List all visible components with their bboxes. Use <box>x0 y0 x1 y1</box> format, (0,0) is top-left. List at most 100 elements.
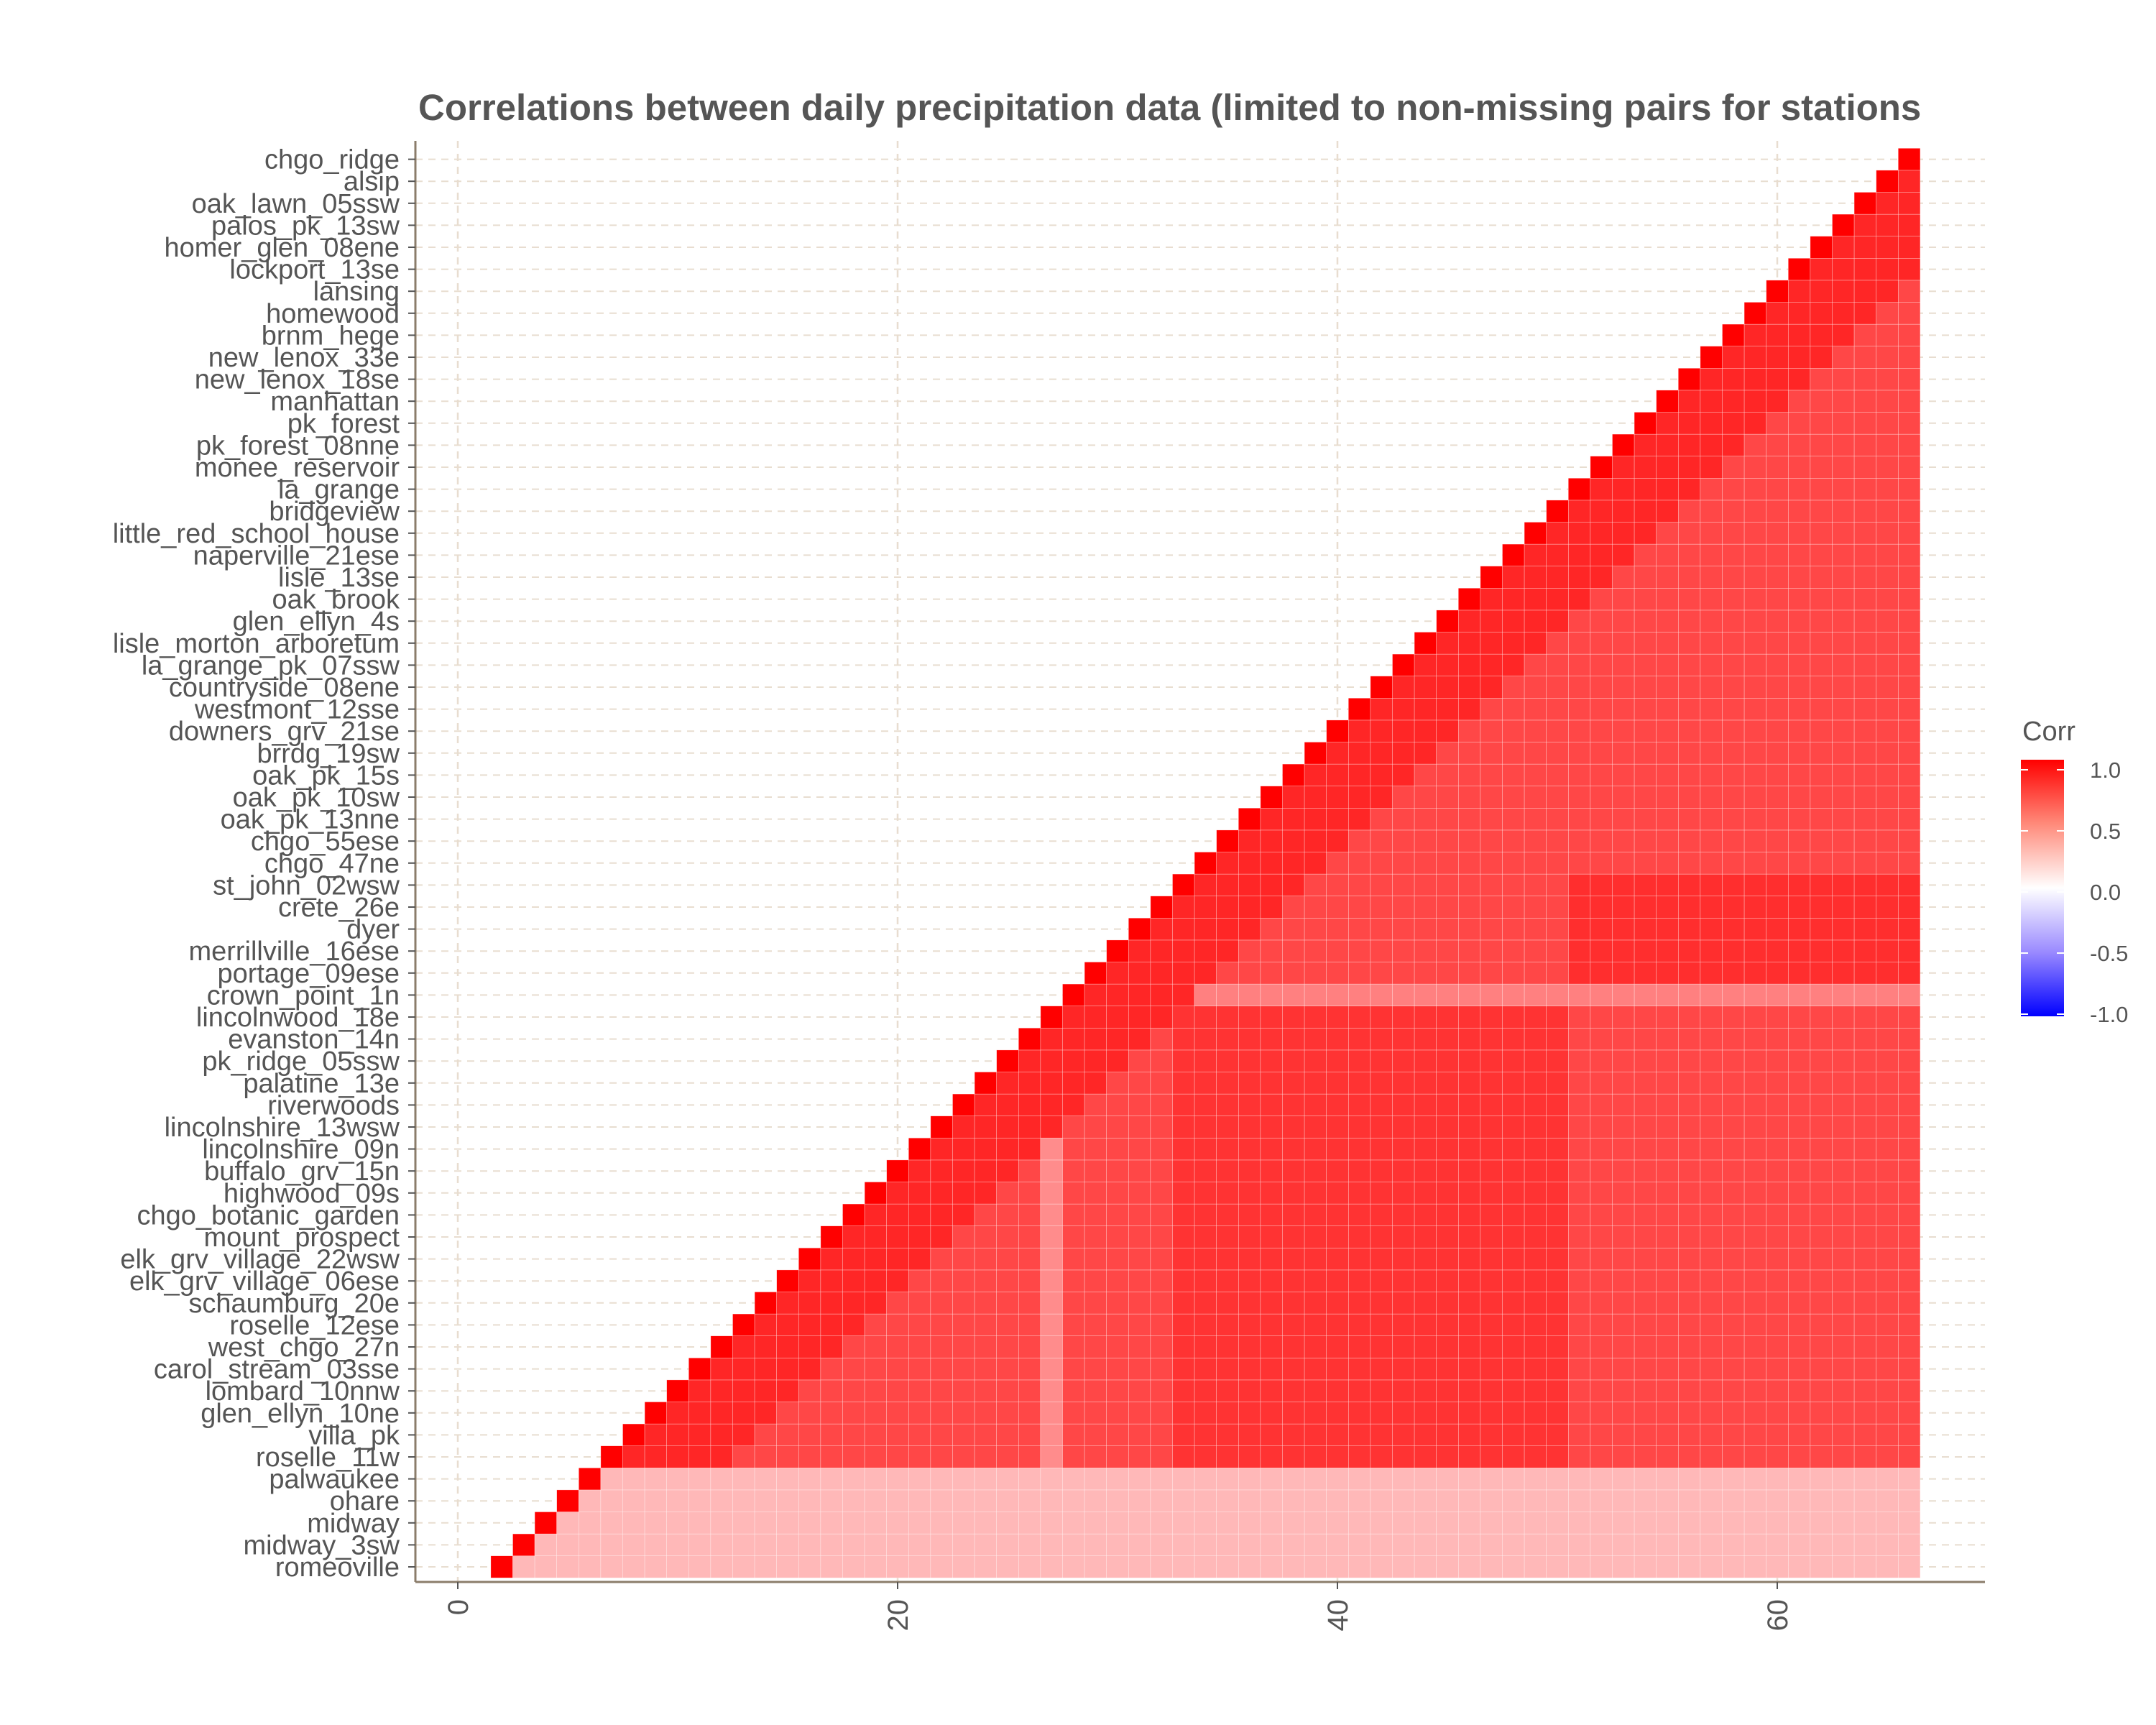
heatmap-cell <box>1876 236 1899 259</box>
heatmap-cell <box>1568 1402 1591 1425</box>
heatmap-cell <box>864 1512 887 1535</box>
heatmap-cell <box>1634 653 1657 676</box>
heatmap-cell <box>1743 676 1767 699</box>
heatmap-cell <box>1876 786 1899 809</box>
heatmap-cell <box>490 1555 513 1578</box>
heatmap-cell <box>1788 1116 1811 1138</box>
heatmap-cell <box>1853 192 1877 215</box>
heatmap-cell <box>1853 257 1877 281</box>
heatmap-cell <box>974 1072 997 1095</box>
heatmap-cell <box>974 1203 997 1226</box>
heatmap-cell <box>1084 1116 1107 1138</box>
heatmap-cell <box>1106 1533 1129 1557</box>
heatmap-cell <box>1743 477 1767 501</box>
heatmap-cell <box>1106 1248 1129 1271</box>
heatmap-cell <box>1524 873 1547 896</box>
heatmap-cell <box>1524 1028 1547 1051</box>
heatmap-cell <box>1414 896 1437 919</box>
heatmap-cell <box>1700 543 1723 566</box>
heatmap-cell <box>1348 1203 1371 1226</box>
heatmap-cell <box>1590 1072 1613 1095</box>
heatmap-cell <box>1414 653 1437 676</box>
heatmap-cell <box>1348 1225 1371 1248</box>
heatmap-cell <box>1414 1313 1437 1336</box>
heatmap-cell <box>1832 500 1855 523</box>
heatmap-cell <box>1743 1006 1767 1029</box>
heatmap-cell <box>1436 1468 1459 1491</box>
heatmap-cell <box>1260 962 1283 985</box>
heatmap-cell <box>908 1203 931 1226</box>
heatmap-cell <box>1348 1423 1371 1446</box>
heatmap-cell <box>1084 1423 1107 1446</box>
heatmap-cell <box>1524 543 1547 566</box>
heatmap-cell <box>1832 257 1855 281</box>
heatmap-cell <box>1458 852 1481 875</box>
heatmap-cell <box>798 1489 821 1512</box>
heatmap-cell <box>1304 1049 1327 1072</box>
heatmap-cell <box>1788 1006 1811 1029</box>
heatmap-cell <box>1040 1313 1063 1336</box>
heatmap-cell <box>1414 1269 1437 1292</box>
heatmap-cell <box>1282 1555 1305 1578</box>
heatmap-cell <box>1700 1248 1723 1271</box>
heatmap-cell <box>1743 1402 1767 1425</box>
heatmap-cell <box>1260 1379 1283 1402</box>
heatmap-cell <box>1216 1292 1239 1315</box>
heatmap-cell <box>1436 1159 1459 1182</box>
heatmap-cell <box>1853 1006 1877 1029</box>
heatmap-cell <box>1524 1445 1547 1468</box>
heatmap-cell <box>1722 1292 1745 1315</box>
heatmap-cell <box>1150 1292 1173 1315</box>
heatmap-cell <box>1436 983 1459 1006</box>
heatmap-cell <box>1370 763 1393 786</box>
heatmap-cell <box>1832 456 1855 479</box>
heatmap-cell <box>1436 610 1459 632</box>
heatmap-cell <box>1348 1489 1371 1512</box>
heatmap-cell <box>1370 1269 1393 1292</box>
heatmap-cell <box>1876 939 1899 962</box>
heatmap-cell <box>1876 1116 1899 1138</box>
heatmap-cell <box>1678 852 1701 875</box>
heatmap-cell <box>1172 1116 1195 1138</box>
heatmap-cell <box>1853 1423 1877 1446</box>
heatmap-cell <box>1810 1423 1833 1446</box>
heatmap-cell <box>776 1555 799 1578</box>
heatmap-cell <box>1458 829 1481 852</box>
heatmap-cell <box>1172 1313 1195 1336</box>
heatmap-cell <box>1634 1138 1657 1161</box>
heatmap-cell <box>1656 1335 1679 1358</box>
heatmap-cell <box>1414 1116 1437 1138</box>
heatmap-cell <box>1502 1049 1525 1072</box>
heatmap-cell <box>1040 1225 1063 1248</box>
heatmap-cell <box>1788 1423 1811 1446</box>
heatmap-cell <box>1018 1358 1041 1381</box>
heatmap-cell <box>1898 1006 1921 1029</box>
heatmap-cell <box>1172 873 1195 896</box>
heatmap-cell <box>1392 1116 1415 1138</box>
heatmap-cell <box>1678 566 1701 589</box>
y-tick-label: oak_pk_10sw <box>233 783 400 813</box>
heatmap-cell <box>1524 1379 1547 1402</box>
heatmap-cell <box>1458 1248 1481 1271</box>
heatmap-cell <box>1282 1468 1305 1491</box>
heatmap-cell <box>622 1533 645 1557</box>
heatmap-cell <box>974 1225 997 1248</box>
heatmap-cell <box>1260 1489 1283 1512</box>
heatmap-cell <box>1678 1138 1701 1161</box>
heatmap-cell <box>1568 1533 1591 1557</box>
heatmap-cell <box>1480 1248 1503 1271</box>
heatmap-cell <box>1062 1116 1085 1138</box>
heatmap-cell <box>1326 1489 1349 1512</box>
heatmap-cell <box>644 1423 667 1446</box>
heatmap-cell <box>1524 1093 1547 1116</box>
heatmap-cell <box>1898 302 1921 325</box>
heatmap-cell <box>1436 1093 1459 1116</box>
heatmap-cell <box>1568 763 1591 786</box>
heatmap-cell <box>1832 1269 1855 1292</box>
heatmap-cell <box>732 1555 755 1578</box>
heatmap-cell <box>1832 323 1855 347</box>
heatmap-cell <box>1853 522 1877 545</box>
heatmap-cell <box>1766 433 1789 456</box>
heatmap-cell <box>1304 873 1327 896</box>
heatmap-cell <box>864 1445 887 1468</box>
